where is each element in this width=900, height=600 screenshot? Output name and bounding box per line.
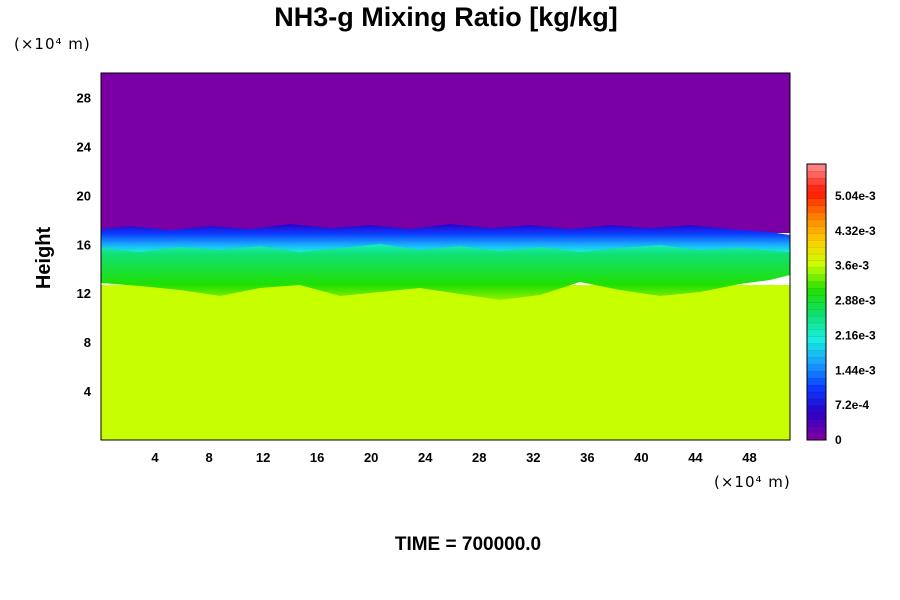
colorbar-box — [806, 391, 827, 400]
x-tick-label: 12 — [256, 450, 270, 465]
x-tick-label: 4 — [151, 450, 159, 465]
colorbar-tick-label: 5.04e-3 — [835, 189, 876, 203]
colorbar-ticks: 0 7.2e-4 1.44e-3 2.16e-3 2.88e-3 3.6e-3 4.32e-… — [835, 189, 876, 447]
y-tick-label: 28 — [77, 90, 91, 105]
y-ticks: 4 8 12 16 20 24 28 — [77, 90, 92, 399]
plot-frame — [100, 72, 791, 441]
colorbar-box — [806, 198, 827, 206]
x-tick-label: 44 — [688, 450, 703, 465]
colorbar-box — [806, 212, 827, 220]
chart-title: NH3-g Mixing Ratio [kg/kg] — [274, 2, 618, 32]
colorbar-box — [806, 274, 827, 282]
colorbar-tick-label: 7.2e-4 — [835, 398, 869, 412]
colorbar-tick-label: 4.32e-3 — [835, 224, 876, 238]
x-tick-label: 20 — [364, 450, 378, 465]
colorbar-box — [806, 246, 827, 255]
y-axis-label: Height — [33, 227, 55, 290]
time-label: TIME = 700000.0 — [395, 534, 541, 555]
colorbar-box — [806, 329, 827, 337]
x-tick-label: 36 — [580, 450, 594, 465]
colorbar-box — [806, 315, 827, 324]
x-tick-label: 40 — [634, 450, 648, 465]
x-tick-label: 16 — [310, 450, 324, 465]
region-upper-edge — [101, 224, 790, 252]
region-top-zero — [101, 73, 790, 233]
colorbar-frame — [806, 163, 827, 441]
colorbar-tick-label: 2.16e-3 — [835, 328, 876, 342]
colorbar-box — [806, 322, 827, 331]
y-tick-label: 12 — [77, 286, 91, 301]
colorbar-box — [806, 205, 827, 213]
y-unit-label: (×10⁴ m) — [14, 35, 91, 53]
colorbar-boxes — [806, 163, 827, 441]
colorbar-box — [806, 412, 827, 420]
region-mid-green — [101, 240, 790, 300]
colorbar-box — [806, 398, 827, 406]
colorbar-box — [806, 384, 827, 393]
colorbar-box — [806, 184, 827, 193]
x-tick-label: 48 — [742, 450, 756, 465]
colorbar-box — [806, 232, 827, 241]
y-tick-label: 20 — [77, 188, 91, 203]
y-tick-label: 4 — [84, 384, 92, 399]
colorbar-box — [806, 253, 827, 262]
colorbar-box — [806, 301, 827, 310]
colorbar-box — [806, 405, 827, 413]
colorbar-box — [806, 163, 827, 172]
region-lower-plateau — [101, 285, 790, 440]
colorbar-box — [806, 267, 827, 275]
x-tick-label: 24 — [418, 450, 433, 465]
colorbar-box — [806, 419, 827, 427]
colorbar-box — [806, 219, 827, 227]
colorbar-box — [806, 170, 827, 179]
colorbar-box — [806, 426, 827, 434]
colorbar-box — [806, 343, 827, 351]
colorbar-box — [806, 432, 827, 441]
colorbar-tick-label: 3.6e-3 — [835, 259, 869, 273]
colorbar-tick-label: 2.88e-3 — [835, 294, 876, 308]
x-tick-label: 32 — [526, 450, 540, 465]
colorbar-box — [806, 336, 827, 344]
x-tick-label: 8 — [205, 450, 212, 465]
x-tick-label: 28 — [472, 450, 486, 465]
colorbar-box — [806, 294, 827, 303]
colorbar-box — [806, 308, 827, 317]
colorbar-box — [806, 260, 827, 268]
x-unit-label: (×10⁴ m) — [714, 473, 791, 491]
y-tick-label: 24 — [77, 139, 92, 154]
colorbar-box — [806, 377, 827, 386]
colorbar-box — [806, 363, 827, 372]
colorbar-tick-label: 0 — [835, 433, 842, 447]
colorbar-box — [806, 357, 827, 365]
colorbar-box — [806, 281, 827, 289]
colorbar-box — [806, 177, 827, 186]
colorbar-tick-label: 1.44e-3 — [835, 363, 876, 377]
colorbar-box — [806, 288, 827, 296]
colorbar-box — [806, 225, 827, 234]
colorbar-box — [806, 239, 827, 248]
colorbar: 0 7.2e-4 1.44e-3 2.16e-3 2.88e-3 3.6e-3 4.32e-… — [806, 163, 876, 447]
x-ticks: 4 8 12 16 20 24 28 32 36 40 44 48 — [151, 450, 756, 465]
plot-area — [100, 72, 791, 441]
colorbar-box — [806, 191, 827, 199]
colorbar-box — [806, 350, 827, 358]
y-tick-label: 8 — [84, 335, 91, 350]
colorbar-box — [806, 370, 827, 379]
y-tick-label: 16 — [77, 237, 91, 252]
